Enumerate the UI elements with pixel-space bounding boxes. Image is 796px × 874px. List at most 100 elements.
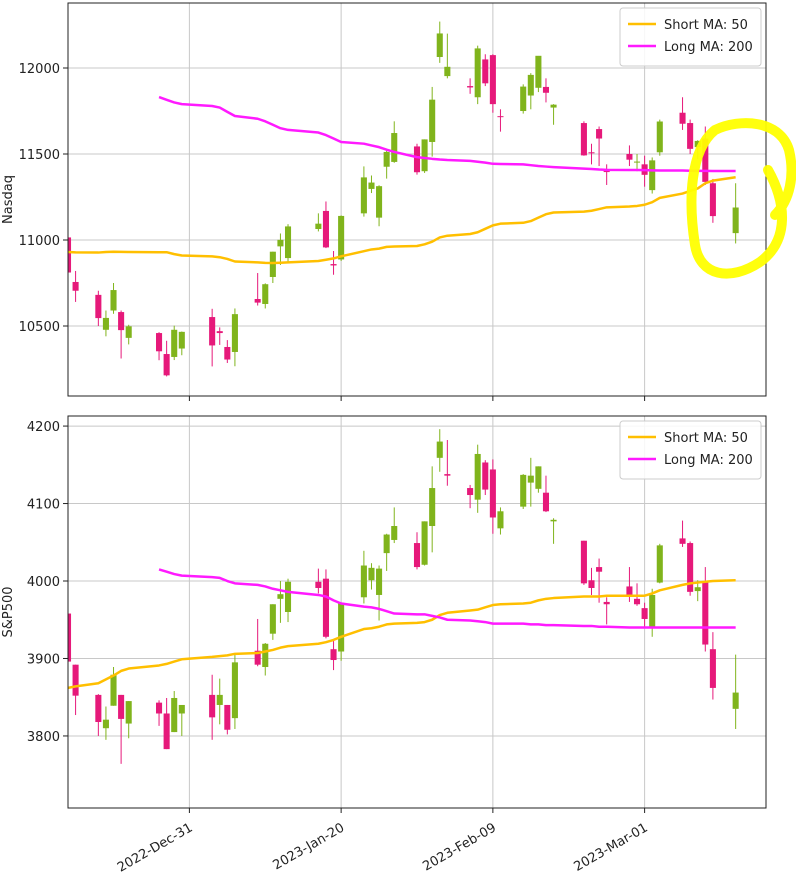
candle-body [520,474,527,507]
candle-body [269,251,276,277]
plot-area [68,21,739,377]
candle-body [413,146,421,173]
legend-frame [619,420,762,480]
legend-label: Long MA: 200 [664,453,753,468]
legend: Short MA: 50 Long MA: 200 [619,7,762,67]
candle-body [391,526,398,540]
candle-body [596,567,603,572]
legend: Short MA: 50 Long MA: 200 [619,420,762,480]
candle-body [444,474,451,476]
x-tick-label: 2022-Dec-31 [115,820,195,874]
plot-layer: 10500 11000 11500 12000 Nasdaq Short MA: 50 Lo… [1,2,767,874]
candle-body [224,346,231,360]
candle-body [254,298,261,303]
plot-area [68,429,739,764]
candle-body [95,694,102,723]
candle-body [330,264,337,266]
candle-body [383,151,390,167]
candle-body [497,511,504,529]
candle-body [338,602,345,652]
axes-frame [67,2,767,397]
candle-body [709,183,716,217]
candle-body [171,329,178,357]
y-tick-label: 3900 [27,652,60,667]
candle-body [444,66,451,77]
candle-body [489,469,496,518]
candle-body [315,581,322,588]
candle-body [588,580,595,588]
candle-body [231,314,238,352]
candle-body [542,86,550,93]
candle-body [482,462,489,490]
candle-body [209,694,216,718]
candle-body [596,129,603,139]
candle-body [231,662,238,719]
candle-body [482,59,489,84]
candle-body [171,697,178,733]
candle-body [262,284,269,304]
candle-body [489,55,496,105]
candle-body [330,649,337,661]
candle-body [178,704,185,714]
candle-body [216,331,223,334]
candle-body [580,540,587,584]
candle-body [118,694,125,719]
candle-body [360,565,367,598]
y-tick-label: 11000 [19,234,60,249]
candle-body [527,475,534,483]
y-tick-label: 4000 [27,575,60,590]
y-tick-label: 3800 [27,730,60,745]
candle-body [436,441,443,458]
candle-body [315,223,322,229]
candle-body [284,581,292,612]
candle-body [322,578,329,637]
candle-body [626,154,633,160]
candle-body [641,608,648,619]
axes-frame [67,415,767,809]
candle-body [474,48,481,98]
candle-body [542,492,550,512]
candle-body [626,586,633,595]
candle-body [277,239,284,247]
candle-body [649,594,656,629]
candle-body [72,664,79,696]
candle-body [649,160,656,191]
candle-body [429,488,436,527]
candle-body [527,74,534,96]
candle-body [163,354,170,376]
candle-body [732,692,739,709]
candle-body [118,312,125,331]
candle-body [520,86,527,112]
candle-body [550,104,557,108]
candle-body [580,123,587,156]
candle-body [702,138,709,182]
candle-body [269,604,276,634]
candle-body [178,331,185,349]
candle-body [421,521,428,565]
candle-body [216,694,223,705]
candle-body [224,704,231,730]
legend-label: Short MA: 50 [664,18,748,33]
candle-body [603,601,610,605]
candle-body [467,86,474,88]
candle-body [702,582,709,645]
candle-body [360,177,367,214]
candle-body [209,317,216,346]
candle-body [656,121,663,153]
candle-body [474,453,481,500]
candle-body [679,538,686,544]
candle-body [376,568,383,595]
candle-body [497,116,504,118]
candle-body [102,317,109,330]
candle-body [125,326,132,338]
candle-body [262,643,269,668]
candle-body [102,719,109,729]
candle-body [413,543,421,568]
candle-body [633,598,641,605]
candle-body [535,55,542,88]
candle-body [156,702,163,714]
ma-line [68,175,736,265]
candle-body [421,139,428,172]
candle-body [68,237,72,273]
